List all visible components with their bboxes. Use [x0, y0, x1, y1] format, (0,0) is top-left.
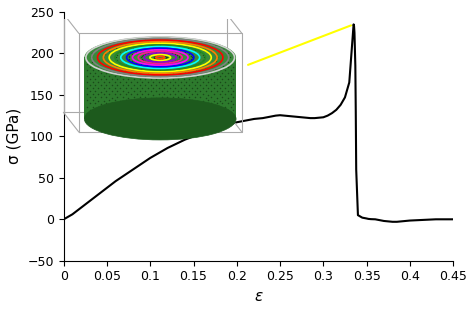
- Y-axis label: σ (GPa): σ (GPa): [7, 108, 22, 165]
- Ellipse shape: [84, 98, 236, 140]
- Polygon shape: [84, 58, 236, 119]
- X-axis label: ε: ε: [254, 289, 263, 304]
- Ellipse shape: [84, 36, 236, 78]
